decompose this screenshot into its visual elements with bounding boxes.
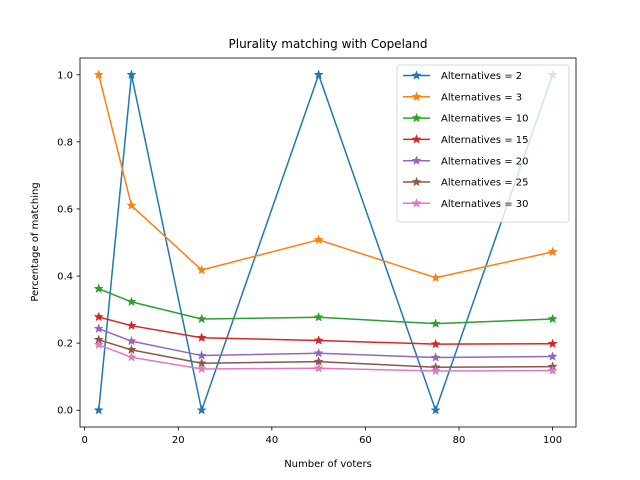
series-1 <box>93 69 558 415</box>
data-point <box>93 69 104 80</box>
legend-item: Alternatives = 30 <box>403 197 529 210</box>
y-tick-label: 0.0 <box>57 406 73 417</box>
data-point <box>93 323 104 334</box>
y-tick-label: 0.4 <box>57 272 73 283</box>
legend-marker <box>411 176 422 187</box>
data-point <box>196 404 207 415</box>
data-point <box>126 335 137 346</box>
legend-marker <box>411 155 422 165</box>
data-point <box>430 318 441 328</box>
series-line <box>97 74 553 279</box>
plot-area <box>93 69 558 415</box>
data-point <box>93 283 104 294</box>
x-tick-label: 100 <box>543 435 562 446</box>
legend: Alternatives = 2 Alternatives = 3 Alternat… <box>396 64 570 223</box>
legend-marker <box>411 197 422 208</box>
series-line <box>98 344 553 372</box>
data-point <box>196 350 207 360</box>
series-4 <box>93 311 558 349</box>
axes-frame <box>79 57 577 428</box>
series-line <box>97 74 554 411</box>
legend-item: Alternatives = 25 <box>403 176 529 189</box>
data-point <box>196 363 207 374</box>
data-point <box>430 365 441 376</box>
legend-item: Alternatives = 20 <box>403 155 529 167</box>
legend-box <box>396 64 570 223</box>
data-point <box>93 404 104 415</box>
legend-label: Alternatives = 20 <box>441 156 529 167</box>
data-point <box>547 313 558 324</box>
legend-item: Alternatives = 3 <box>403 91 522 103</box>
series-line <box>98 288 553 325</box>
data-point <box>547 365 558 375</box>
data-point <box>313 335 324 345</box>
data-point <box>126 200 137 210</box>
data-point <box>430 404 441 415</box>
data-point <box>547 338 558 349</box>
legend-marker <box>411 112 422 123</box>
x-tick-label: 0 <box>81 435 87 446</box>
y-tick-label: 1.0 <box>57 70 73 81</box>
data-point <box>430 338 441 349</box>
legend-label: Alternatives = 3 <box>441 92 522 103</box>
y-tick-label: 0.6 <box>57 204 73 215</box>
series-5 <box>93 323 558 362</box>
data-point <box>93 311 104 322</box>
legend-label: Alternatives = 30 <box>441 199 529 210</box>
legend-label: Alternatives = 25 <box>441 178 529 189</box>
x-axis-title: Number of voters <box>284 459 372 470</box>
legend-label: Alternatives = 10 <box>441 114 529 125</box>
data-point <box>126 296 137 307</box>
legend-marker <box>411 134 422 144</box>
x-tick-label: 20 <box>172 435 185 446</box>
series-line <box>98 328 553 359</box>
legend-item: Alternatives = 2 <box>403 70 522 82</box>
axis-ticks: 0 20 40 60 80 100 0.0 0.2 0.4 0.6 0.8 1.0 <box>57 70 562 446</box>
legend-label: Alternatives = 2 <box>441 71 522 82</box>
legend-marker <box>411 91 422 102</box>
y-axis-title: Percentage of matching <box>30 182 41 301</box>
data-point <box>313 362 324 373</box>
data-point <box>313 69 324 80</box>
data-point <box>126 320 137 330</box>
data-point <box>430 272 441 283</box>
data-point <box>547 246 558 257</box>
y-tick-label: 0.8 <box>57 137 73 148</box>
data-point <box>196 332 207 343</box>
series-3 <box>93 283 558 328</box>
data-point <box>126 351 137 362</box>
data-point <box>196 264 207 275</box>
data-point <box>93 339 104 350</box>
data-point <box>313 347 324 358</box>
data-point <box>126 344 137 355</box>
data-point <box>547 351 558 361</box>
x-tick-label: 40 <box>265 435 278 446</box>
series-7 <box>93 339 558 376</box>
series-line <box>98 316 553 345</box>
legend-item: Alternatives = 10 <box>403 112 529 125</box>
data-point <box>196 313 207 324</box>
series-line <box>98 339 553 369</box>
data-point <box>430 352 441 362</box>
data-point <box>313 311 324 322</box>
data-point <box>126 69 137 80</box>
chart-title: Plurality matching with Copeland <box>229 37 428 51</box>
legend-marker <box>411 70 422 80</box>
y-tick-label: 0.2 <box>57 339 73 350</box>
legend-label: Alternatives = 15 <box>441 135 529 146</box>
x-tick-label: 80 <box>453 435 466 446</box>
legend-item: Alternatives = 15 <box>403 134 529 146</box>
series-2 <box>93 69 558 283</box>
x-tick-label: 60 <box>359 435 372 446</box>
data-point <box>313 234 324 245</box>
